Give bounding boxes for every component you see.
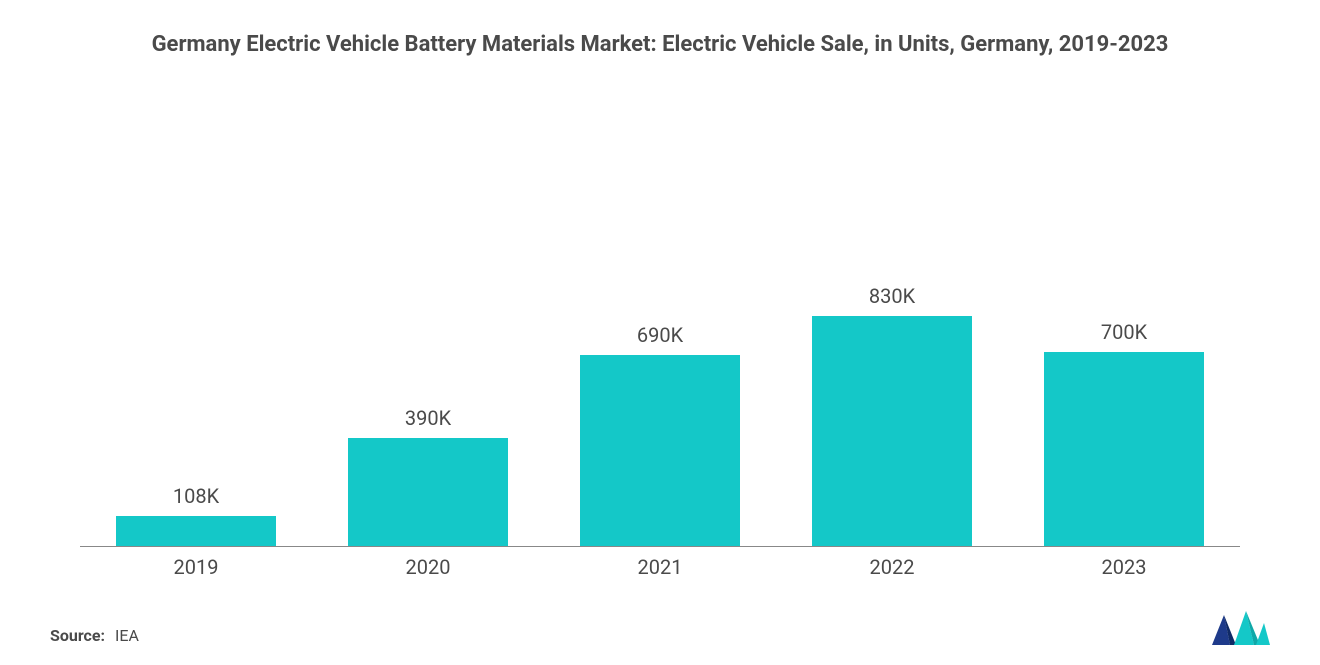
x-tick-label: 2019	[116, 555, 276, 579]
bar-group: 700K	[1044, 320, 1204, 546]
chart-footer: Source: IEA	[40, 579, 1280, 645]
x-tick-label: 2020	[348, 555, 508, 579]
bar-value-label: 390K	[405, 406, 451, 430]
bar	[116, 516, 276, 546]
source-prefix: Source:	[50, 626, 105, 645]
bar-group: 690K	[580, 323, 740, 546]
x-tick-label: 2023	[1044, 555, 1204, 579]
bar-value-label: 700K	[1101, 320, 1147, 344]
bar-group: 830K	[812, 284, 972, 546]
bar	[812, 316, 972, 546]
bar	[348, 438, 508, 546]
chart-title: Germany Electric Vehicle Battery Materia…	[40, 30, 1280, 60]
bar-group: 108K	[116, 484, 276, 546]
source-attribution: Source: IEA	[50, 626, 139, 645]
x-tick-label: 2022	[812, 555, 972, 579]
bar-value-label: 830K	[869, 284, 915, 308]
bar-value-label: 108K	[173, 484, 219, 508]
brand-logo	[1210, 609, 1270, 645]
bar	[580, 355, 740, 546]
bar	[1044, 352, 1204, 546]
x-tick-label: 2021	[580, 555, 740, 579]
bar-group: 390K	[348, 406, 508, 546]
chart-container: Germany Electric Vehicle Battery Materia…	[0, 0, 1320, 665]
plot-area: 108K 390K 690K 830K 700K	[40, 70, 1280, 546]
bar-value-label: 690K	[637, 323, 683, 347]
x-axis: 2019 2020 2021 2022 2023	[40, 547, 1280, 579]
source-value: IEA	[115, 626, 139, 645]
